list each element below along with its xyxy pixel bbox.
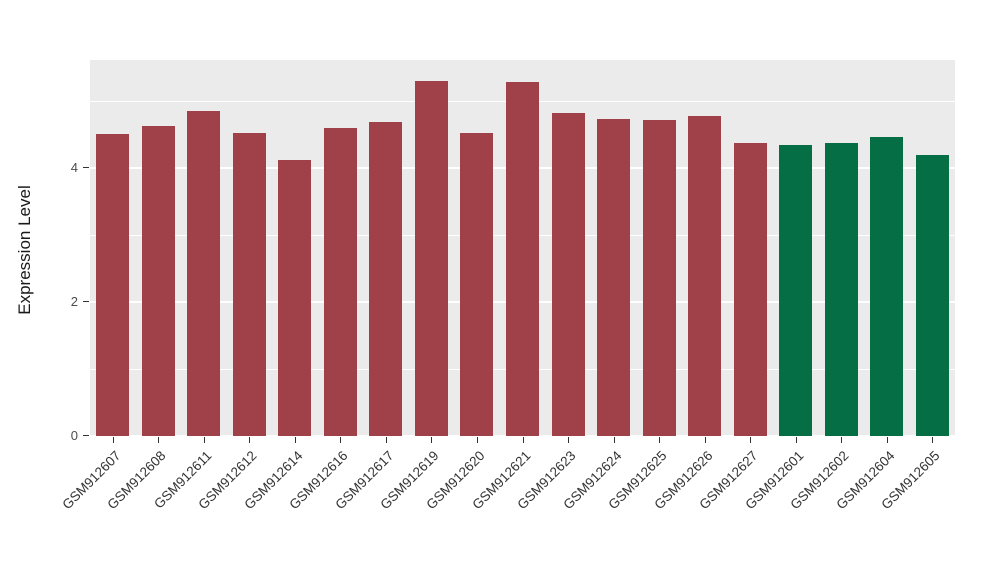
x-axis-tick <box>795 437 797 443</box>
gridline-major <box>90 435 955 437</box>
bar-GSM912605 <box>915 155 949 436</box>
y-axis-tick-label: 0 <box>70 428 78 443</box>
x-axis-tick <box>249 437 251 443</box>
bar-GSM912623 <box>551 113 585 436</box>
bar-GSM912627 <box>733 143 767 436</box>
x-axis-tick <box>750 437 752 443</box>
y-axis-title: Expression Level <box>15 185 34 315</box>
y-axis-tick <box>83 167 89 168</box>
y-axis-tick-label: 4 <box>70 160 78 175</box>
bar-GSM912620 <box>460 133 494 436</box>
bar-GSM912607 <box>96 134 130 436</box>
bar-GSM912625 <box>642 120 676 436</box>
x-axis-tick <box>112 437 114 443</box>
bar-GSM912624 <box>597 119 631 436</box>
x-axis-tick <box>203 437 205 443</box>
y-axis-tick <box>83 435 89 436</box>
bar-GSM912617 <box>369 122 403 436</box>
bar-GSM912626 <box>688 116 722 436</box>
x-axis-tick <box>886 437 888 443</box>
bar-GSM912611 <box>187 111 221 436</box>
x-axis-tick <box>613 437 615 443</box>
x-axis-tick <box>659 437 661 443</box>
x-axis-tick <box>704 437 706 443</box>
x-axis-tick <box>476 437 478 443</box>
plot-panel <box>90 60 955 437</box>
x-axis-tick <box>431 437 433 443</box>
x-axis-tick <box>522 437 524 443</box>
bar-GSM912621 <box>506 82 539 436</box>
x-axis-tick <box>340 437 342 443</box>
x-axis-tick <box>932 437 934 443</box>
bar-GSM912612 <box>232 133 266 436</box>
y-axis-tick <box>83 301 89 302</box>
x-axis-tick <box>568 437 570 443</box>
bar-GSM912601 <box>779 145 813 436</box>
bar-GSM912616 <box>323 128 357 436</box>
x-axis-tick <box>294 437 296 443</box>
bar-GSM912614 <box>278 160 312 436</box>
bar-GSM912619 <box>414 81 448 436</box>
y-axis-tick-label: 2 <box>70 294 78 309</box>
x-axis-tick <box>385 437 387 443</box>
bar-GSM912608 <box>141 126 175 436</box>
x-axis-tick <box>158 437 160 443</box>
bar-GSM912602 <box>824 143 858 436</box>
x-axis-tick <box>841 437 843 443</box>
bar-GSM912604 <box>870 137 904 436</box>
